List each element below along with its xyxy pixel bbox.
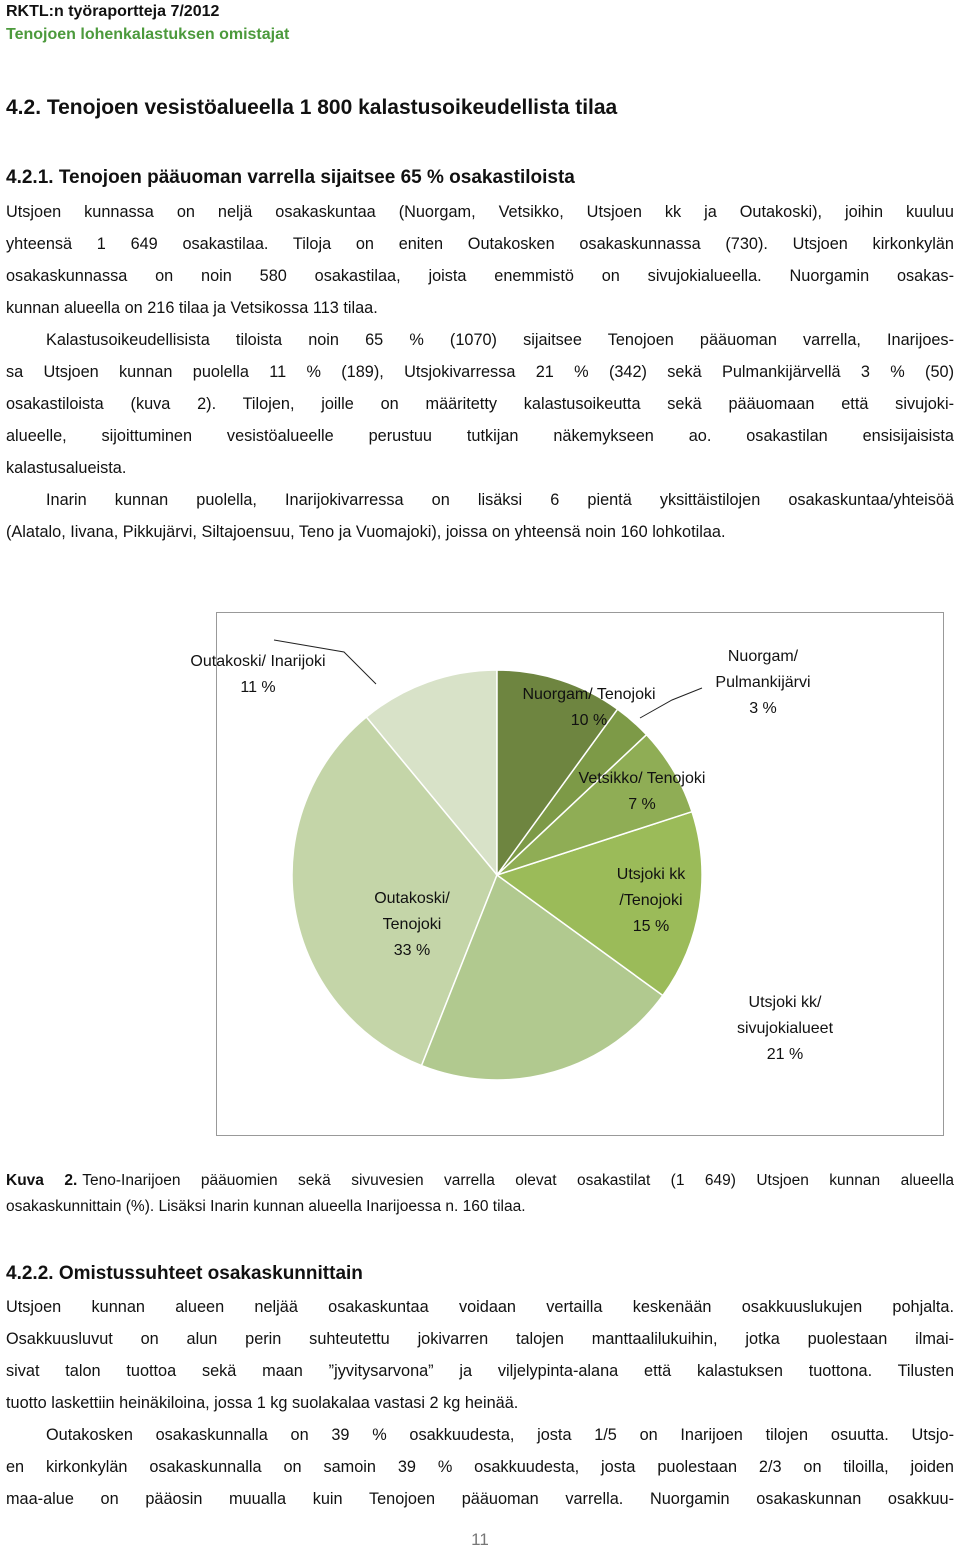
body-text-line: Utsjoen kunnan alueen neljää osakaskunta… [6,1298,954,1316]
data-label: Nuorgam/ Pulmankijärvi 3 % [698,644,828,722]
body-text-line: (Alatalo, Iivana, Pikkujärvi, Siltajoens… [6,523,726,541]
data-label: Outakoski/ Inarijoki 11 % [158,649,358,701]
subsection-heading: 4.2.1. Tenojoen pääuoman varrella sijait… [6,167,575,188]
category-label: Nuorgam/ Pulmankijärvi [715,648,811,691]
leader-line [273,639,377,685]
body-text-line: sa Utsjoen kunnan puolella 11 % (189), U… [6,363,954,381]
category-label: Utsjoki kk/ sivujokialueet [736,994,834,1037]
pie-slice [420,873,664,1081]
pie-slice [291,715,498,1067]
data-label: Outakoski/ Tenojoki 33 % [362,886,462,964]
category-label: Outakoski/ Tenojoki [374,890,450,933]
body-text-line: Outakosken osakaskunnalla on 39 % osakku… [46,1426,954,1444]
value-label: 10 % [570,712,608,729]
pie-chart [216,612,944,1136]
body-text-line: yhteensä 1 649 osakastilaa. Tiloja on en… [6,235,954,253]
body-text-line: Osakkuusluvut on alun perin suhteutettu … [6,1330,954,1348]
caption-line: Kuva 2. Teno-Inarijoen pääuomien sekä siv… [6,1168,954,1194]
body-text-line: sivat talon tuottoa sekä maan ”jyvitysar… [6,1362,954,1380]
category-label: Vetsikko/ Tenojoki [578,770,706,787]
body-text-line: Inarin kunnan puolella, Inarijokivarress… [46,491,954,509]
pie-slice [495,810,703,997]
leader-line [639,687,703,719]
value-label: 21 % [766,1046,804,1063]
value-label: 11 % [240,679,276,696]
header-series: RKTL:n työraportteja 7/2012 [6,3,220,20]
body-text-line: Kalastusoikeudellisista tiloista noin 65… [46,331,954,349]
body-text-line: tuotto laskettiin heinäkiloina, jossa 1 … [6,1394,519,1412]
body-text-line: alueelle, sijoittuminen vesistöalueelle … [6,427,954,445]
data-label: Utsjoki kk/ sivujokialueet 21 % [710,990,860,1068]
category-label: Outakoski/ Inarijoki [190,653,326,670]
pie-slice [365,669,498,878]
value-label: 7 % [628,796,656,813]
body-text-line: osakastiloista (kuva 2). Tilojen, joille… [6,395,954,413]
page-number: 11 [471,1530,489,1549]
value-label: 33 % [393,942,431,959]
body-text-line: en kirkonkylän osakaskunnalla on samoin … [6,1458,954,1476]
data-label: Nuorgam/ Tenojoki 10 % [489,682,689,734]
subsection-heading: 4.2.2. Omistussuhteet osakaskunnittain [6,1263,363,1284]
pie-slice [496,669,619,878]
data-label: Vetsikko/ Tenojoki 7 % [542,766,742,818]
section-heading: 4.2. Tenojoen vesistöalueella 1 800 kala… [6,96,618,119]
category-label: Utsjoki kk /Tenojoki [616,866,686,909]
body-text-line: osakaskunnassa on noin 580 osakastilaa, … [6,267,954,285]
value-label: 15 % [632,918,670,935]
value-label: 3 % [749,700,777,717]
header-title: Tenojoen lohenkalastuksen omistajat [6,26,290,43]
category-label: Nuorgam/ Tenojoki [522,686,656,703]
caption-text: osakaskunnittain (%). Lisäksi Inarin kun… [6,1198,526,1215]
data-label: Utsjoki kk /Tenojoki 15 % [604,862,699,940]
body-text-line: Utsjoen kunnassa on neljä osakaskuntaa (… [6,203,954,221]
caption-text: Teno-Inarijoen pääuomien sekä sivuvesien… [82,1172,955,1189]
body-text-line: kalastusalueista. [6,459,127,477]
body-text-line: maa-alue on pääosin muualla kuin Tenojoe… [6,1490,954,1508]
caption-label: Kuva 2. [6,1172,78,1189]
body-text-line: kunnan alueella on 216 tilaa ja Vetsikos… [6,299,378,317]
caption-line: osakaskunnittain (%). Lisäksi Inarin kun… [6,1194,954,1220]
